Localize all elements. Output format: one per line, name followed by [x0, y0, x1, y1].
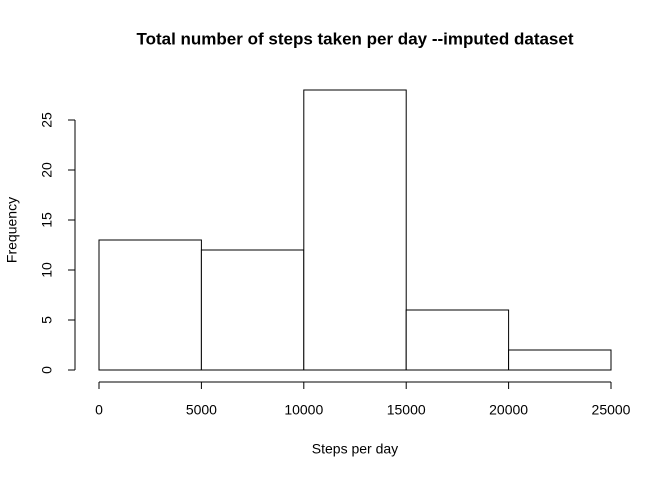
y-tick-label: 0	[39, 366, 55, 374]
x-axis-label: Steps per day	[312, 441, 398, 457]
y-axis-label: Frequency	[4, 197, 20, 263]
x-tick-label: 10000	[284, 402, 323, 418]
bar	[405, 309, 510, 371]
y-tick-label: 15	[39, 212, 55, 228]
x-tick-label: 20000	[489, 402, 528, 418]
bar	[303, 89, 407, 371]
x-tick-label: 0	[95, 402, 103, 418]
bar	[508, 349, 612, 371]
bar	[98, 239, 202, 371]
y-tick-label: 25	[39, 112, 55, 128]
x-tick-label: 5000	[186, 402, 217, 418]
y-tick-label: 20	[39, 162, 55, 178]
y-tick-label: 10	[39, 262, 55, 278]
x-tick-label: 25000	[592, 402, 631, 418]
x-tick-label: 15000	[387, 402, 426, 418]
y-tick-label: 5	[39, 316, 55, 324]
chart-title: Total number of steps taken per day --im…	[136, 29, 573, 48]
bar	[200, 249, 305, 371]
